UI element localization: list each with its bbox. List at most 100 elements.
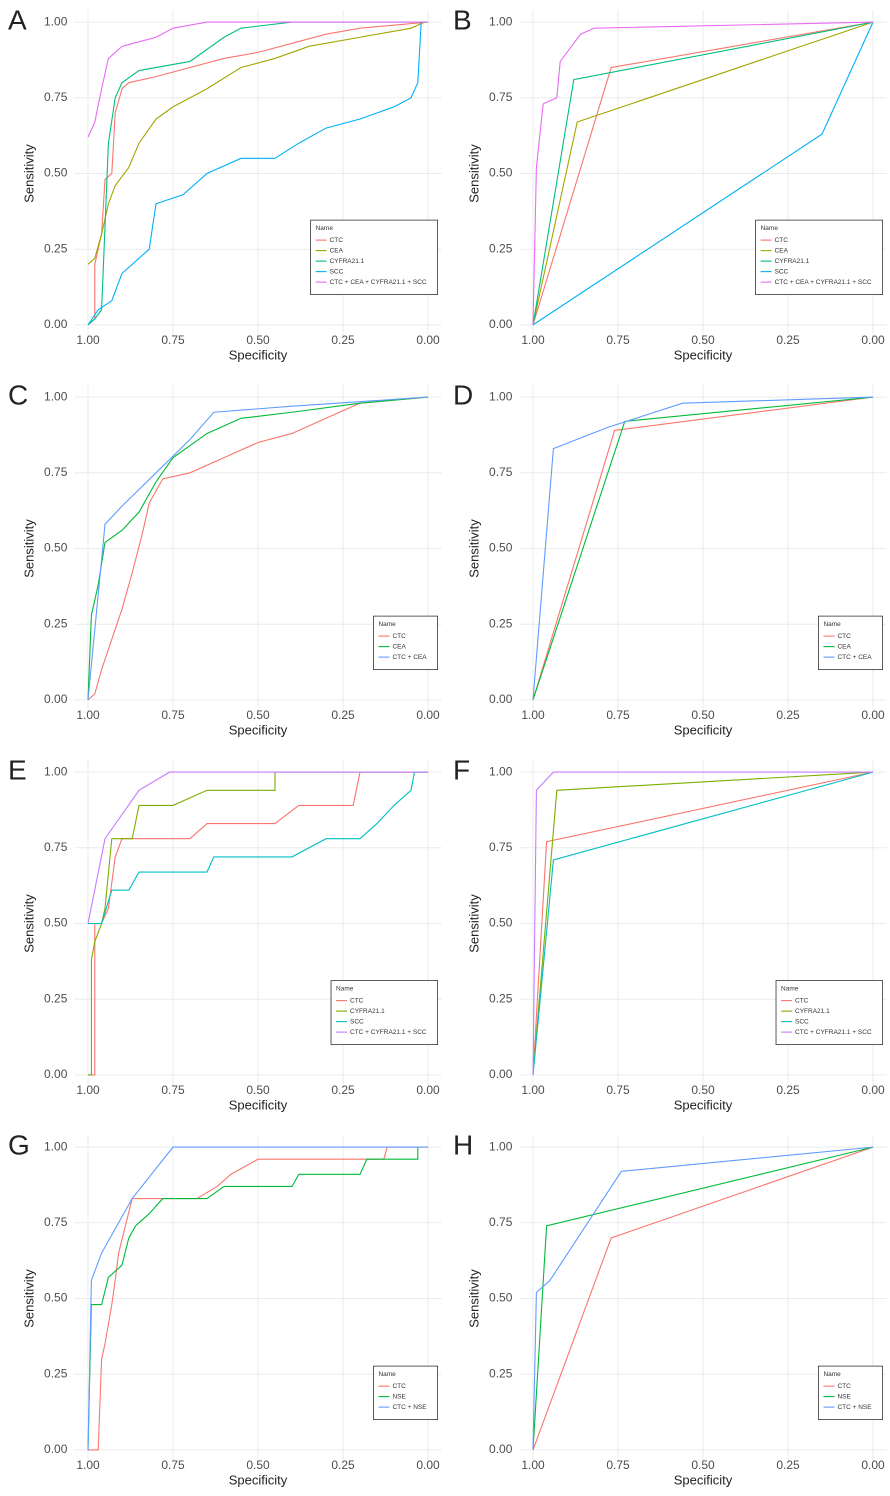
legend-label: CTC	[350, 997, 364, 1004]
y-tick-label: 0.50	[489, 1291, 513, 1305]
y-tick-label: 0.75	[489, 465, 513, 479]
y-tick-label: 1.00	[489, 389, 513, 403]
panel: 1.00 0.75 0.50 0.25 0.00 0.00 0.25 0.50 0.75 1.00…	[8, 1129, 442, 1487]
y-axis-title: Sensitivity	[466, 1269, 481, 1328]
roc-line	[87, 21, 428, 326]
y-tick-label: 0.00	[489, 317, 513, 331]
x-axis-title: Specificity	[674, 722, 733, 737]
legend-box	[818, 1365, 884, 1421]
y-axis-title: Sensitivity	[466, 519, 481, 578]
legend-label: CTC + CEA	[392, 654, 427, 661]
x-tick-label: 0.50	[246, 1458, 270, 1472]
legend-label: NSE	[837, 1393, 851, 1400]
roc-line	[88, 771, 428, 1076]
legend-label: SCC	[330, 268, 344, 275]
panel: 1.00 0.75 0.50 0.25 0.00 0.00 0.25 0.50 0.75 1.00…	[8, 379, 442, 737]
roc-line	[87, 1146, 428, 1450]
x-axis-title: Specificity	[674, 347, 733, 362]
panel: 1.00 0.75 0.50 0.25 0.00 0.00 0.25 0.50 0.75 1.00…	[8, 754, 442, 1112]
legend-label: CEA	[330, 247, 344, 254]
x-tick-label: 0.75	[161, 1458, 185, 1472]
y-axis-title: Sensitivity	[466, 144, 481, 203]
y-tick-label: 0.25	[44, 241, 68, 255]
y-tick-label: 0.25	[44, 1366, 68, 1380]
x-axis-title: Specificity	[229, 1097, 288, 1112]
x-tick-label: 0.25	[331, 333, 355, 347]
roc-line	[532, 21, 874, 325]
panel: 1.00 0.75 0.50 0.25 0.00 0.00 0.25 0.50 0.75 1.00…	[453, 754, 887, 1112]
y-tick-label: 0.50	[44, 541, 68, 555]
x-tick-label: 0.25	[776, 1458, 800, 1472]
panel-label: G	[8, 1129, 30, 1160]
x-tick-label: 0.00	[861, 1083, 885, 1097]
legend-box	[373, 1365, 439, 1421]
legend-label: CTC	[795, 997, 809, 1004]
legend-label: SCC	[775, 268, 789, 275]
roc-line	[87, 21, 428, 326]
y-tick-label: 1.00	[489, 14, 513, 28]
roc-line	[532, 396, 874, 700]
y-tick-label: 0.75	[44, 465, 68, 479]
roc-line	[532, 21, 874, 326]
roc-line	[88, 771, 428, 925]
panel-label: C	[8, 379, 28, 410]
x-tick-label: 0.75	[606, 333, 630, 347]
legend-title: Name	[781, 985, 799, 992]
y-tick-label: 0.25	[489, 241, 513, 255]
x-tick-label: 0.75	[606, 1083, 630, 1097]
y-axis-title: Sensitivity	[21, 519, 36, 578]
x-axis-title: Specificity	[229, 347, 288, 362]
legend-label: CTC	[775, 237, 789, 244]
roc-line	[532, 21, 874, 326]
legend-label: CYFRA21.1	[350, 1008, 385, 1015]
legend-label: CTC	[330, 237, 344, 244]
legend-title: Name	[378, 621, 396, 628]
x-tick-label: 0.75	[161, 1083, 185, 1097]
y-tick-label: 1.00	[44, 1139, 68, 1153]
y-tick-label: 0.50	[44, 166, 68, 180]
legend: Name CTC CEA CYFRA21.1 SCC CTC + CEA + CYFRA2…	[755, 219, 884, 296]
roc-line	[87, 21, 428, 138]
x-tick-label: 0.00	[416, 1083, 440, 1097]
panel-label: E	[8, 754, 27, 785]
roc-line	[532, 21, 874, 326]
y-tick-label: 0.75	[44, 1215, 68, 1229]
x-tick-label: 1.00	[521, 1083, 545, 1097]
legend-label: CTC + CYFRA21.1 + SCC	[350, 1029, 427, 1036]
legend-label: CYFRA21.1	[795, 1008, 830, 1015]
x-axis-title: Specificity	[674, 1472, 733, 1487]
legend-label: CTC	[837, 1383, 851, 1390]
y-tick-label: 0.25	[489, 991, 513, 1005]
y-tick-label: 0.00	[44, 1067, 68, 1081]
y-axis-title: Sensitivity	[21, 144, 36, 203]
x-tick-label: 0.25	[776, 1083, 800, 1097]
legend: Name CTC CEA CTC + CEA	[818, 615, 884, 671]
y-tick-label: 0.50	[44, 1291, 68, 1305]
legend: Name CTC NSE CTC + NSE	[818, 1365, 884, 1421]
y-tick-label: 1.00	[489, 1139, 513, 1153]
y-tick-label: 1.00	[44, 389, 68, 403]
x-tick-label: 0.00	[416, 1458, 440, 1472]
legend-label: CEA	[392, 643, 406, 650]
x-tick-label: 0.50	[691, 1458, 715, 1472]
x-tick-label: 0.75	[606, 708, 630, 722]
roc-line	[87, 396, 429, 700]
y-tick-label: 0.75	[489, 840, 513, 854]
legend: Name CTC CEA CYFRA21.1 SCC CTC + CEA + CYFRA2…	[310, 219, 439, 296]
legend-label: CTC + CYFRA21.1 + SCC	[795, 1029, 872, 1036]
x-tick-label: 0.50	[691, 333, 715, 347]
y-tick-label: 0.25	[489, 1366, 513, 1380]
y-axis-title: Sensitivity	[21, 1269, 36, 1328]
x-tick-label: 0.50	[691, 708, 715, 722]
legend: Name CTC CEA CTC + CEA	[373, 615, 439, 671]
y-tick-label: 0.00	[489, 1442, 513, 1456]
x-tick-label: 0.00	[416, 333, 440, 347]
legend-box	[310, 219, 439, 296]
y-tick-label: 0.75	[489, 1215, 513, 1229]
x-tick-label: 1.00	[76, 333, 100, 347]
x-axis-title: Specificity	[674, 1097, 733, 1112]
x-tick-label: 0.75	[161, 333, 185, 347]
y-tick-label: 0.00	[489, 1067, 513, 1081]
x-tick-label: 1.00	[521, 333, 545, 347]
